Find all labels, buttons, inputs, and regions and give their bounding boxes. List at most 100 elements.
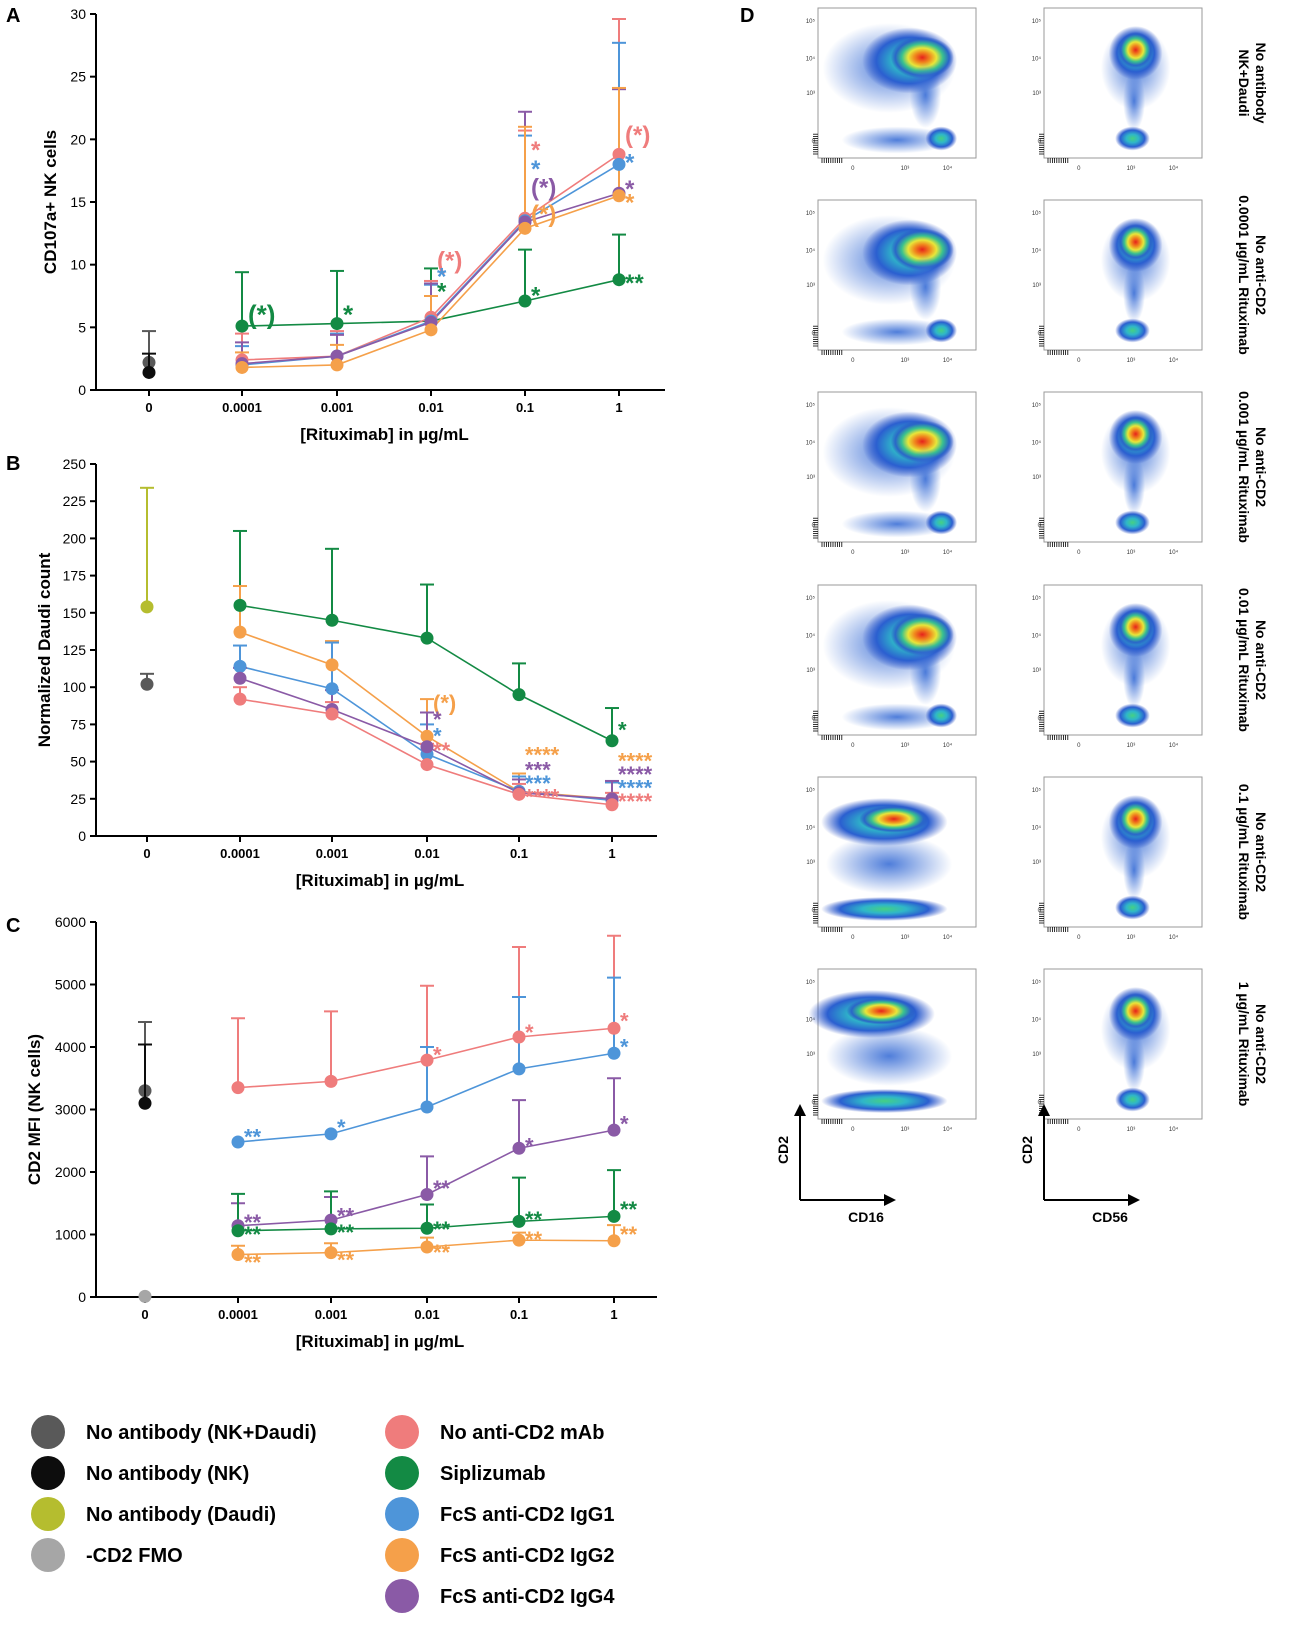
data-point-siplizumab — [233, 598, 247, 612]
flow-plot: 0 10³ 10⁴ 10⁵ 0 10³ 10⁴ — [806, 776, 977, 941]
significance-label: * — [625, 190, 635, 217]
x-axis-title: [Rituximab] in µg/mL — [296, 1332, 464, 1351]
axis-tick-label: 10⁴ — [1032, 248, 1042, 255]
axis-tick-label: 10⁴ — [1169, 357, 1179, 364]
row-label: No anti-CD20.001 µg/mL Rituximab — [1236, 391, 1269, 543]
row-label-line: No anti-CD2 — [1253, 1004, 1269, 1084]
data-point-igg2 — [512, 1233, 526, 1247]
row-label-line: 0.001 µg/mL Rituximab — [1236, 391, 1252, 543]
significance-label: ** — [525, 1227, 543, 1252]
x-tick-label: 0.1 — [510, 846, 528, 861]
legend-label: No anti-CD2 mAb — [440, 1422, 604, 1444]
axis-tick-label: 10³ — [1032, 475, 1041, 481]
flow-plot: 0 10³ 10⁴ 10⁵ 0 10³ 10⁴ — [806, 199, 977, 364]
axis-tick-label: 10⁴ — [943, 549, 953, 556]
y-tick-label: 5 — [78, 319, 86, 335]
significance-label: (*) — [531, 201, 556, 228]
y-axis-title: CD2 MFI (NK cells) — [25, 1034, 44, 1185]
axis-tick-label: 0 — [812, 716, 816, 722]
population-hotspot — [890, 420, 954, 463]
x-tick-label: 0.01 — [414, 846, 439, 861]
significance-label: ** — [433, 1217, 451, 1242]
axis-tick-label: 10⁴ — [1032, 633, 1042, 640]
population-cloud — [821, 1089, 948, 1113]
population-cluster — [1115, 1087, 1150, 1112]
x-tick-label: 0.0001 — [222, 400, 262, 415]
axis-tick-label: 10⁴ — [943, 357, 953, 364]
row-label-line: 0.1 µg/mL Rituximab — [1236, 784, 1252, 920]
population-cloud — [909, 254, 942, 320]
legend-swatch-no_anti_cd2 — [385, 1415, 419, 1449]
axis-tick-label: 10⁴ — [1169, 165, 1179, 172]
legend-swatch-fmo — [31, 1538, 65, 1572]
y-tick-label: 150 — [63, 605, 87, 621]
significance-label: * — [433, 1043, 442, 1068]
axis-tick-label: 10⁴ — [1169, 1126, 1179, 1133]
axis-tick-label: 0 — [1038, 331, 1042, 337]
significance-label: ** — [244, 1222, 262, 1247]
data-point-no_anti_cd2 — [605, 798, 619, 812]
row-label-line: 0.0001 µg/mL Rituximab — [1236, 195, 1252, 355]
y-tick-label: 0 — [78, 1289, 86, 1305]
population-cluster — [1115, 895, 1150, 920]
flow-plot: 0 10³ 10⁴ 10⁵ 0 10³ 10⁴ — [1032, 199, 1203, 364]
significance-label: (*) — [625, 122, 650, 149]
axis-tick-label: 0 — [812, 1100, 816, 1106]
population-hotspot — [890, 613, 954, 656]
legend-label: FcS anti-CD2 IgG4 — [440, 1586, 615, 1608]
significance-label: ** — [433, 1176, 451, 1201]
data-point-no_anti_cd2 — [512, 1030, 526, 1044]
axis-tick-label: 10⁴ — [806, 633, 816, 640]
population-cloud — [821, 897, 948, 921]
population-cloud — [1123, 648, 1146, 708]
data-point-no_anti_cd2 — [233, 692, 247, 706]
data-point-siplizumab — [231, 1224, 245, 1238]
significance-label: * — [525, 1133, 534, 1158]
axis-tick-label: 10³ — [901, 550, 910, 556]
axis-tick-label: 10⁵ — [1032, 18, 1042, 25]
significance-label: * — [620, 1111, 629, 1136]
legend-swatch-igg1 — [385, 1497, 419, 1531]
legend-label: No antibody (NK) — [86, 1463, 249, 1485]
row-label-line: No anti-CD2 — [1253, 620, 1269, 700]
panel-c: C 0 1000 2000 3000 4000 5000 6000 0 0.0001 0.001 0.… — [6, 914, 657, 1351]
legend-label: No antibody (Daudi) — [86, 1504, 276, 1526]
axis-tick-label: 10³ — [901, 743, 910, 749]
control-point-daudi — [140, 600, 154, 614]
axis-tick-label: 0 — [1038, 1100, 1042, 1106]
significance-label: ** — [337, 1203, 355, 1228]
data-point-igg4 — [233, 671, 247, 685]
x-tick-label: 0.1 — [516, 400, 534, 415]
population-cluster — [925, 703, 958, 728]
population-cloud — [841, 703, 953, 731]
panel-letter: C — [6, 915, 20, 937]
axis-tick-label: 0 — [851, 1127, 855, 1133]
significance-label: * — [620, 1008, 629, 1033]
y-tick-label: 25 — [70, 69, 86, 85]
row-label: No anti-CD20.0001 µg/mL Rituximab — [1236, 195, 1269, 355]
y-tick-label: 250 — [63, 456, 87, 472]
x-tick-label: 1 — [615, 400, 622, 415]
population-cloud — [909, 639, 942, 705]
axis-tick-label: 0 — [1038, 908, 1042, 914]
data-point-siplizumab — [330, 317, 344, 331]
significance-label: * — [337, 1115, 346, 1140]
data-point-igg2 — [325, 658, 339, 672]
y-tick-label: 15 — [70, 194, 86, 210]
flow-plot: 0 10³ 10⁴ 10⁵ 0 10³ 10⁴ — [1032, 584, 1203, 749]
control-point-nk — [142, 365, 156, 379]
panel-a: A 0 5 10 15 20 25 30 0 0.0001 0.001 0.01 0.1 1 CD107a+… — [6, 5, 665, 444]
axis-tick-label: 10³ — [901, 1127, 910, 1133]
significance-label: **** — [618, 762, 653, 787]
y-tick-label: 20 — [70, 131, 86, 147]
control-point-nk — [138, 1096, 152, 1110]
arrow-head — [1128, 1194, 1140, 1206]
significance-label: ** — [244, 1250, 262, 1275]
axis-tick-label: 10³ — [1127, 550, 1136, 556]
population-cloud — [825, 1026, 953, 1086]
significance-label: **** — [618, 789, 653, 814]
population-cloud — [825, 834, 953, 894]
row-label-line: No anti-CD2 — [1253, 812, 1269, 892]
population-hotspot — [846, 997, 916, 1025]
data-point-igg2 — [231, 1248, 245, 1261]
